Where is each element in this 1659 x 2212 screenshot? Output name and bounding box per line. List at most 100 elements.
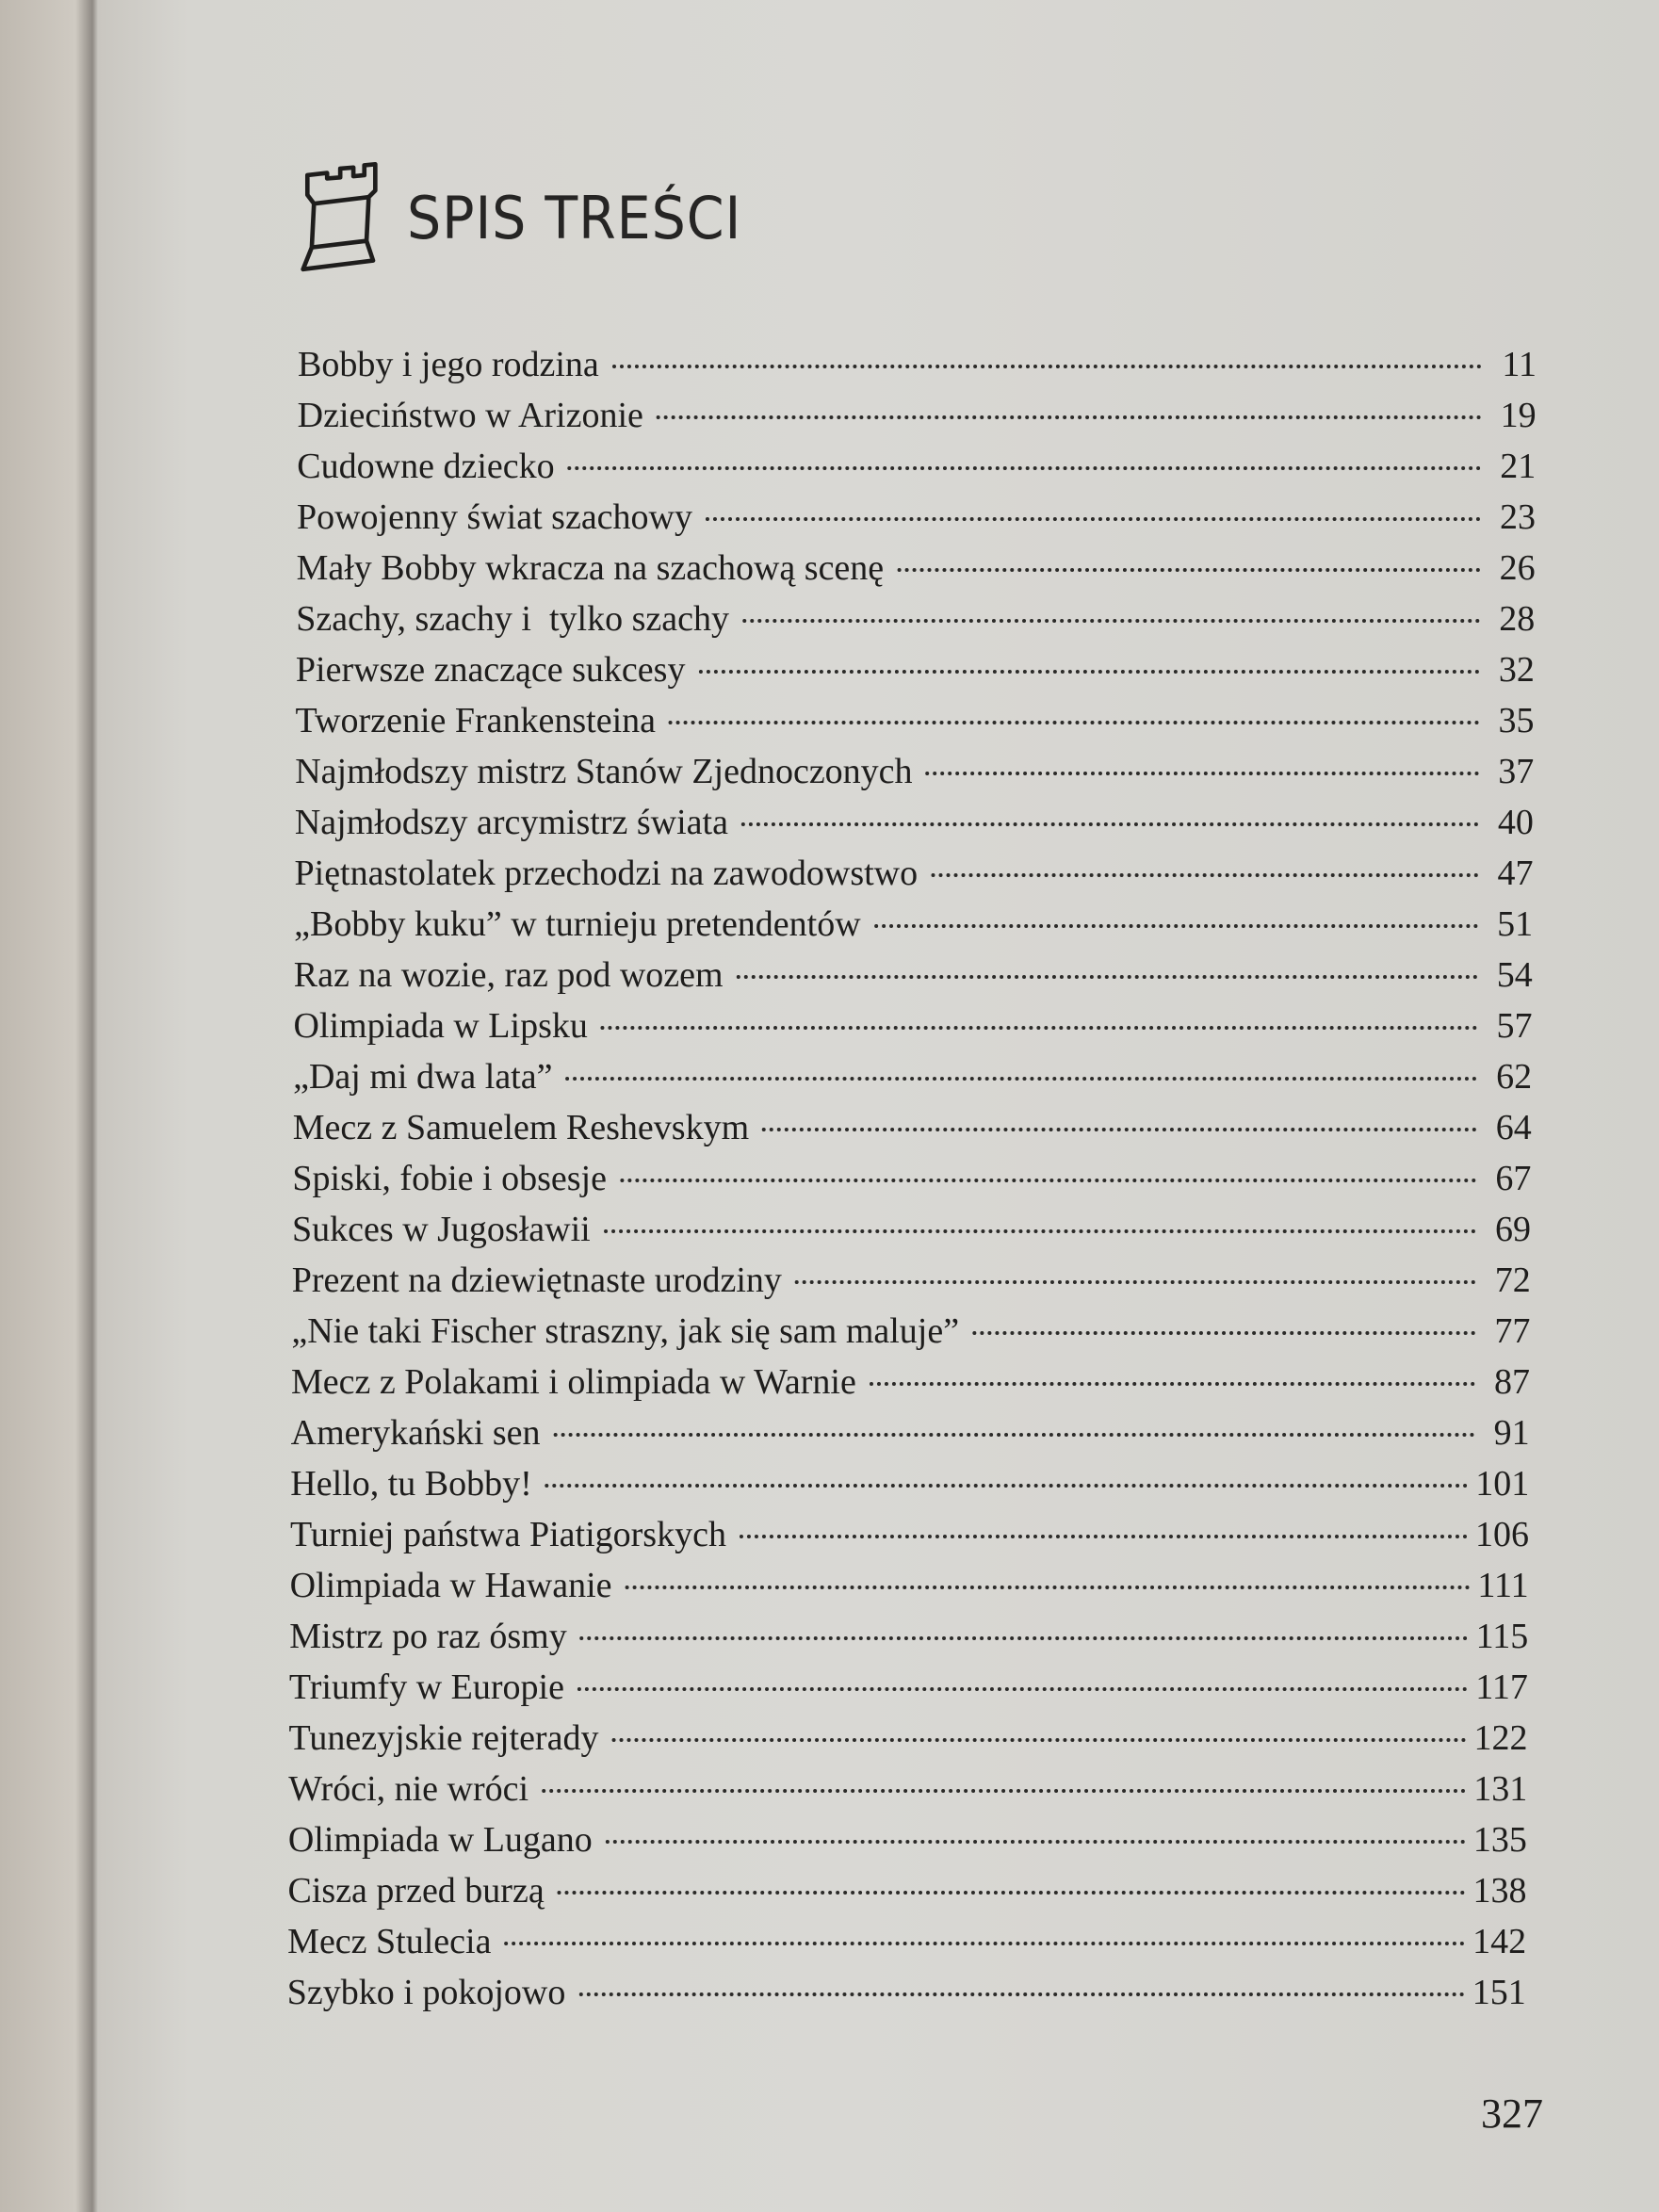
entry-title: Powojenny świat szachowy [296, 497, 692, 537]
entry-title: Hello, tu Bobby! [290, 1464, 532, 1504]
entry-title: Wróci, nie wróci [288, 1769, 529, 1809]
entry-page: 21 [1500, 447, 1537, 486]
entry-page: 142 [1472, 1922, 1527, 1961]
dot-leader [925, 772, 1480, 775]
entry-page: 32 [1498, 650, 1535, 690]
toc-entry: Triumfy w Europie 117 [289, 1662, 1528, 1713]
dot-leader [736, 975, 1478, 979]
toc-entry: Mecz z Samuelem Reshevskym 64 [293, 1102, 1532, 1153]
dot-leader [625, 1586, 1471, 1589]
entry-title: Pierwsze znaczące sukcesy [295, 650, 686, 690]
entry-page: 135 [1472, 1820, 1527, 1860]
dot-leader [557, 1891, 1466, 1895]
entry-page: 69 [1495, 1210, 1532, 1249]
dot-leader [611, 365, 1482, 368]
entry-title: Prezent na dziewiętnaste urodziny [291, 1261, 782, 1300]
entry-title: Najmłodszy mistrz Stanów Zjednoczonych [295, 752, 913, 791]
table-of-contents: Bobby i jego rodzina 11 Dzieciństwo w Ariz… [287, 339, 1537, 2018]
dot-leader [656, 415, 1482, 419]
entry-page: 11 [1502, 345, 1537, 384]
dot-leader [611, 1738, 1467, 1742]
toc-entry: „Daj mi dwa lata” 62 [293, 1051, 1532, 1102]
toc-entry: Szachy, szachy i tylko szachy 28 [296, 594, 1535, 644]
dot-leader [741, 619, 1481, 623]
entry-title: „Nie taki Fischer straszny, jak się sam … [291, 1311, 960, 1351]
dot-leader [565, 1077, 1478, 1081]
toc-entry: Cisza przed burzą 138 [288, 1865, 1527, 1916]
dot-leader [705, 517, 1481, 521]
toc-entry: Powojenny świat szachowy 23 [297, 492, 1536, 543]
entry-page: 87 [1494, 1362, 1530, 1402]
dot-leader [504, 1942, 1466, 1945]
dot-leader [579, 1636, 1469, 1640]
dot-leader [545, 1484, 1469, 1488]
toc-entry: Mecz Stulecia 142 [287, 1916, 1526, 1967]
toc-entry: Pierwsze znaczące sukcesy 32 [296, 644, 1535, 695]
entry-page: 26 [1499, 548, 1536, 588]
dot-leader [619, 1179, 1477, 1182]
dot-leader [542, 1789, 1467, 1793]
entry-title: Szachy, szachy i tylko szachy [296, 599, 729, 639]
toc-entry: Amerykański sen 91 [291, 1407, 1530, 1458]
toc-entry: „Bobby kuku” w turnieju pretendentów 51 [294, 899, 1533, 950]
entry-page: 117 [1475, 1667, 1528, 1707]
toc-entry: Najmłodszy mistrz Stanów Zjednoczonych 37 [295, 746, 1534, 797]
entry-page: 28 [1499, 599, 1536, 639]
entry-title: Piętnastolatek przechodzi na zawodowstwo [294, 854, 919, 893]
entry-title: Mecz z Polakami i olimpiada w Warnie [291, 1362, 856, 1402]
entry-title: Szybko i pokojowo [286, 1973, 566, 2012]
entry-title: Tunezyjskie rejterady [288, 1718, 599, 1758]
dot-leader [794, 1280, 1476, 1284]
entry-page: 23 [1499, 497, 1536, 537]
entry-title: Turniej państwa Piatigorskych [289, 1515, 726, 1554]
dot-leader [762, 1128, 1477, 1131]
entry-page: 47 [1497, 854, 1534, 893]
entry-title: Spiski, fobie i obsesje [292, 1159, 607, 1198]
entry-title: Olimpiada w Hawanie [289, 1566, 612, 1605]
toc-entry: Mistrz po raz ósmy 115 [289, 1611, 1528, 1662]
entry-title: Raz na wozie, raz pod wozem [293, 955, 724, 995]
entry-title: Mecz Stulecia [287, 1922, 492, 1961]
entry-page: 64 [1495, 1108, 1532, 1147]
entry-title: Dzieciństwo w Arizonie [297, 396, 643, 435]
toc-entry: Sukces w Jugosławii 69 [292, 1204, 1531, 1255]
entry-page: 122 [1473, 1718, 1528, 1758]
entry-page: 106 [1474, 1515, 1529, 1554]
dot-leader [605, 1840, 1466, 1844]
toc-entry: Cudowne dziecko 21 [297, 441, 1536, 492]
dot-leader [739, 1535, 1468, 1538]
dot-leader [740, 822, 1479, 826]
entry-title: Mistrz po raz ósmy [289, 1617, 567, 1656]
entry-page: 138 [1472, 1871, 1527, 1911]
toc-entry: Mały Bobby wkracza na szachową scenę 26 [297, 543, 1536, 594]
dot-leader [600, 1026, 1478, 1030]
entry-page: 37 [1498, 752, 1535, 791]
entry-page: 51 [1497, 904, 1534, 944]
toc-entry: Olimpiada w Lipsku 57 [293, 1000, 1532, 1051]
entry-page: 35 [1498, 701, 1535, 740]
page-number: 327 [1481, 2090, 1543, 2137]
entry-page: 67 [1495, 1159, 1532, 1198]
dot-leader [873, 924, 1479, 928]
toc-entry: Olimpiada w Hawanie 111 [290, 1560, 1529, 1611]
toc-entry: Dzieciństwo w Arizonie 19 [298, 390, 1537, 441]
entry-title: Cisza przed burzą [287, 1871, 545, 1911]
toc-entry: Najmłodszy arcymistrz świata 40 [295, 797, 1534, 848]
entry-title: Amerykański sen [290, 1413, 541, 1453]
dot-leader [931, 873, 1479, 877]
entry-page: 77 [1494, 1311, 1531, 1351]
toc-entry: Raz na wozie, raz pod wozem 54 [294, 950, 1533, 1000]
dot-leader [578, 1992, 1465, 1996]
entry-title: Olimpiada w Lugano [287, 1820, 593, 1860]
entry-page: 54 [1496, 955, 1533, 995]
entry-page: 111 [1477, 1566, 1529, 1605]
entry-page: 57 [1496, 1006, 1533, 1046]
entry-title: Mały Bobby wkracza na szachową scenę [296, 548, 885, 588]
chess-rook-icon [301, 162, 378, 272]
toc-entry: Spiski, fobie i obsesje 67 [292, 1153, 1531, 1204]
toc-entry: Prezent na dziewiętnaste urodziny 72 [292, 1255, 1531, 1306]
entry-page: 72 [1494, 1261, 1531, 1300]
entry-title: „Bobby kuku” w turnieju pretendentów [294, 904, 861, 944]
dot-leader [698, 670, 1480, 674]
entry-title: „Daj mi dwa lata” [293, 1057, 553, 1097]
